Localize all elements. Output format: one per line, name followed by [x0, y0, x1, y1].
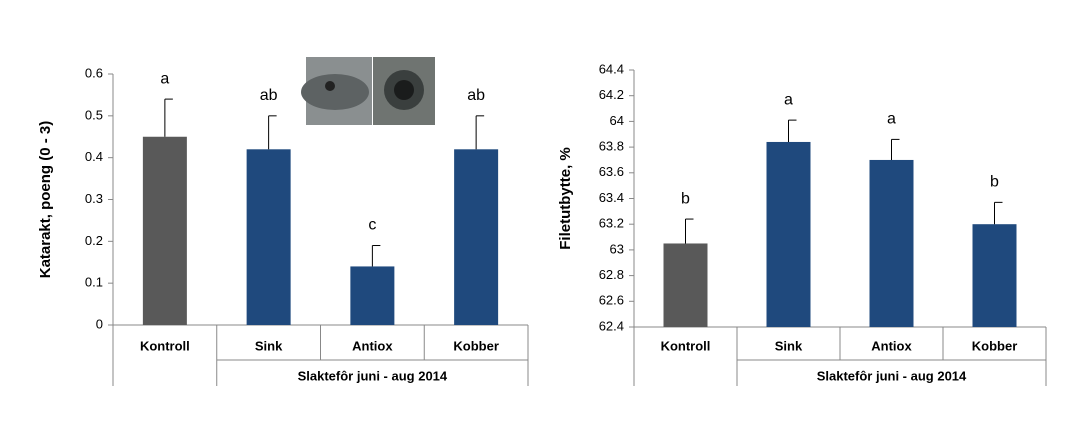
bar [350, 266, 395, 325]
group-label: Slaktefôr juni - aug 2014 [817, 368, 967, 383]
significance-letter: ab [467, 87, 485, 104]
y-tick-label: 62.8 [599, 267, 624, 282]
bar [972, 224, 1017, 327]
photo-pupil [394, 80, 414, 100]
significance-letter: a [887, 111, 896, 128]
y-tick-label: 64.2 [599, 87, 624, 102]
fish-photo [301, 57, 435, 125]
y-tick-label: 62.4 [599, 318, 624, 333]
y-axis-label: Filetutbytte, % [557, 147, 574, 250]
y-tick-label: 63.8 [599, 139, 624, 154]
bar [869, 159, 914, 327]
significance-letter: b [681, 190, 690, 207]
y-tick-label: 0.2 [85, 233, 103, 248]
bar [142, 136, 187, 325]
group-label: Slaktefôr juni - aug 2014 [298, 368, 448, 383]
x-tick-label: Sink [255, 338, 283, 353]
x-tick-label: Antiox [871, 338, 912, 353]
y-tick-label: 64 [610, 113, 624, 128]
photo-eye [325, 81, 335, 91]
y-tick-label: 63.6 [599, 164, 624, 179]
y-tick-label: 0 [96, 316, 103, 331]
bar [246, 149, 291, 325]
significance-letter: ab [260, 87, 278, 104]
y-tick-label: 0.6 [85, 65, 103, 80]
photo-fish [301, 74, 369, 110]
significance-letter: c [368, 217, 376, 234]
x-tick-label: Kontroll [661, 338, 711, 353]
x-tick-label: Sink [775, 338, 803, 353]
bar [454, 149, 499, 325]
bar [766, 141, 811, 327]
x-tick-label: Antiox [352, 338, 393, 353]
y-tick-label: 0.4 [85, 149, 103, 164]
significance-letter: a [160, 70, 169, 87]
x-tick-label: Kobber [972, 338, 1018, 353]
x-tick-label: Kontroll [140, 338, 190, 353]
y-tick-label: 63.4 [599, 190, 624, 205]
y-tick-label: 63 [610, 241, 624, 256]
y-axis-label: Katarakt, poeng (0 - 3) [37, 121, 54, 279]
y-tick-label: 62.6 [599, 293, 624, 308]
x-tick-label: Kobber [453, 338, 499, 353]
bar [663, 243, 708, 327]
significance-letter: b [990, 174, 999, 191]
significance-letter: a [784, 91, 793, 108]
y-tick-label: 0.3 [85, 191, 103, 206]
y-tick-label: 0.5 [85, 107, 103, 122]
y-tick-label: 64.4 [599, 61, 624, 76]
y-tick-label: 0.1 [85, 275, 103, 290]
y-tick-label: 63.2 [599, 216, 624, 231]
